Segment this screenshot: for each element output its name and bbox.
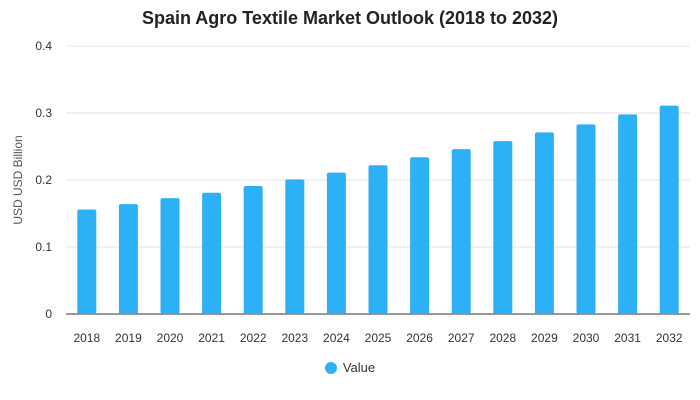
x-tick-label: 2025 [365, 331, 392, 345]
x-tick-label: 2030 [573, 331, 600, 345]
y-tick-label: 0.2 [35, 173, 52, 187]
bar-2020[interactable] [160, 198, 180, 314]
bar-2029[interactable] [534, 132, 554, 314]
x-tick-label: 2023 [281, 331, 308, 345]
y-axis-label: USD USD Billion [11, 135, 25, 224]
bar-2026[interactable] [410, 157, 430, 314]
x-tick-label: 2027 [448, 331, 475, 345]
y-tick-label: 0.4 [35, 39, 52, 53]
legend[interactable]: Value [0, 360, 700, 375]
bar-2032[interactable] [659, 105, 679, 314]
x-tick-label: 2026 [406, 331, 433, 345]
y-axis-ticks: 0 0.1 0.2 0.3 0.4 [35, 39, 52, 321]
bar-2024[interactable] [326, 172, 346, 314]
bar-2022[interactable] [243, 186, 263, 314]
x-tick-label: 2024 [323, 331, 350, 345]
bar-2028[interactable] [493, 141, 513, 314]
bar-2031[interactable] [618, 114, 638, 314]
x-tick-label: 2029 [531, 331, 558, 345]
x-tick-label: 2021 [198, 331, 225, 345]
x-tick-label: 2018 [73, 331, 100, 345]
bars [77, 105, 679, 314]
x-tick-label: 2019 [115, 331, 142, 345]
legend-label: Value [342, 360, 376, 375]
bar-2025[interactable] [368, 165, 388, 314]
bar-2021[interactable] [202, 192, 222, 314]
x-tick-label: 2032 [656, 331, 683, 345]
legend-swatch [324, 361, 337, 374]
x-tick-label: 2028 [489, 331, 516, 345]
bar-2023[interactable] [285, 179, 305, 314]
x-axis-ticks: 2018 2019 2020 2021 2022 2023 2024 2025 2026 2027… [73, 331, 682, 345]
chart-title: Spain Agro Textile Market Outlook (2018 … [141, 8, 559, 28]
x-tick-label: 2031 [614, 331, 641, 345]
y-tick-label: 0.1 [35, 240, 52, 254]
y-tick-label: 0.3 [35, 106, 52, 120]
bar-2018[interactable] [77, 209, 97, 314]
y-tick-label: 0 [45, 307, 52, 321]
x-tick-label: 2022 [240, 331, 267, 345]
x-tick-label: 2020 [157, 331, 184, 345]
bar-2019[interactable] [118, 204, 138, 314]
bar-2027[interactable] [451, 149, 471, 314]
bar-2030[interactable] [576, 124, 596, 314]
